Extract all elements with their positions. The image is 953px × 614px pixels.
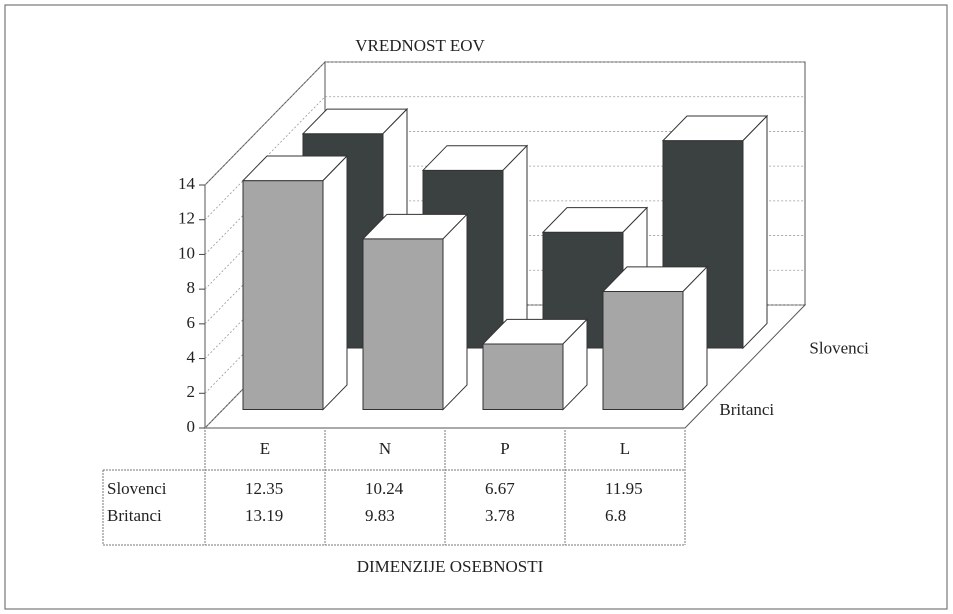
- table-cell: 13.19: [245, 506, 283, 525]
- table-cell: 6.67: [485, 479, 515, 498]
- bar-side: [322, 154, 348, 411]
- bar-side: [502, 144, 528, 350]
- y-tick-label: 2: [187, 382, 196, 401]
- x-tick-label: N: [379, 439, 391, 458]
- table-cell: 10.24: [365, 479, 404, 498]
- x-tick-label: P: [500, 439, 509, 458]
- x-tick-label: L: [620, 439, 630, 458]
- legend-label: Slovenci: [809, 338, 869, 357]
- bar-front: [362, 238, 444, 411]
- table-row-header: Britanci: [107, 506, 162, 525]
- table-cell: 12.35: [245, 479, 283, 498]
- y-tick-label: 10: [178, 243, 195, 262]
- x-tick-label: E: [260, 439, 270, 458]
- table-cell: 3.78: [485, 506, 515, 525]
- y-tick-label: 6: [187, 313, 196, 332]
- grid-line: [204, 61, 805, 186]
- table-cell: 9.83: [365, 506, 395, 525]
- table-row-header: Slovenci: [107, 479, 167, 498]
- y-tick-label: 4: [187, 347, 196, 366]
- chart-title: VREDNOST EOV: [355, 36, 485, 55]
- bar-side: [562, 318, 588, 411]
- bar-front: [482, 343, 564, 411]
- y-tick-label: 0: [187, 417, 196, 436]
- bar-side: [742, 114, 768, 350]
- bar: [601, 265, 709, 411]
- y-tick-label: 14: [178, 174, 196, 193]
- y-tick-label: 12: [178, 209, 195, 228]
- bar-side: [442, 213, 468, 411]
- table-cell: 6.8: [605, 506, 626, 525]
- legend-label: Britanci: [719, 400, 774, 419]
- y-tick-label: 8: [187, 278, 196, 297]
- bar: [481, 318, 589, 411]
- bar-front: [602, 291, 684, 411]
- bar: [361, 213, 469, 411]
- x-axis-label: DIMENZIJE OSEBNOSTI: [357, 557, 544, 576]
- bar: [241, 154, 349, 411]
- bar-side: [682, 265, 708, 411]
- bar-front: [242, 180, 324, 411]
- table-cell: 11.95: [605, 479, 643, 498]
